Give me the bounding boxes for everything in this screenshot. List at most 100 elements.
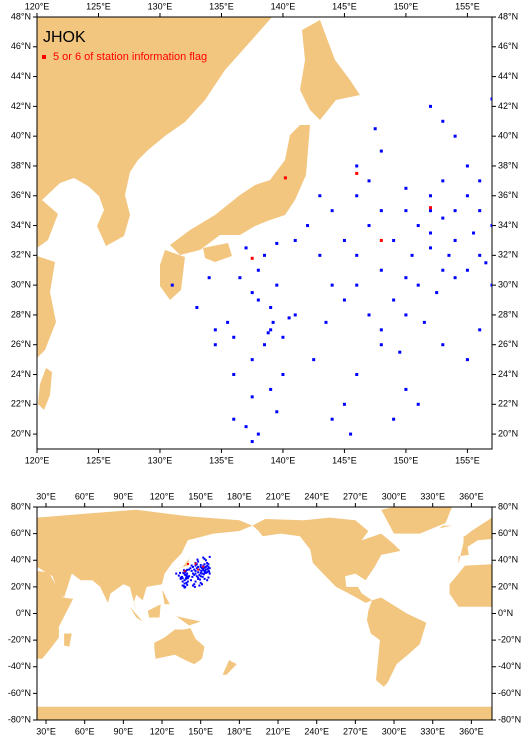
station [250,256,254,260]
land [449,564,492,607]
station [202,573,205,576]
station [191,584,194,587]
y-tick-label: 34°N [11,220,31,230]
station [367,313,371,317]
land [222,660,237,675]
y-tick-label: 0°N [498,608,513,618]
station [250,440,254,444]
station [197,568,200,571]
x-tick-label: 150°E [188,726,213,736]
x-tick-label: 140°E [271,455,296,465]
station [256,432,260,436]
station [416,402,420,406]
station [392,417,396,421]
station [206,567,209,570]
station [379,343,383,347]
station [194,564,197,567]
station [203,571,206,574]
y-tick-label: 22°N [11,399,31,409]
station [422,320,426,324]
station [203,577,206,580]
land [170,125,310,255]
station [204,571,207,574]
station [367,224,371,228]
y-tick-label: 26°N [498,339,518,349]
station [275,241,279,245]
station [179,577,182,580]
station [244,246,248,250]
station [191,565,194,568]
land [160,250,185,300]
station [191,572,194,575]
y-tick-label: 40°N [498,555,518,565]
y-tick-label: 44°N [498,71,518,81]
station [207,563,210,566]
y-tick-label: 32°N [11,250,31,260]
station [204,568,207,571]
station [441,343,445,347]
y-tick-label: 60°N [498,528,518,538]
x-tick-label: 90°E [114,726,134,736]
y-tick-label: 34°N [498,220,518,230]
x-tick-label: 150°E [394,455,419,465]
y-tick-label: 28°N [498,309,518,319]
station [208,555,211,558]
station [478,179,482,183]
x-tick-label: 30°E [36,726,56,736]
station [306,224,310,228]
station [200,583,203,586]
y-tick-label: 24°N [498,369,518,379]
x-tick-label: 145°E [332,455,357,465]
x-tick-label: 150°E [394,1,419,11]
x-tick-label: 120°E [25,1,50,11]
station [269,328,273,332]
station [441,216,445,220]
station [342,238,346,242]
station [263,343,266,347]
station [404,276,408,280]
station [203,566,206,569]
x-tick-label: 180°E [227,491,252,501]
x-tick-label: 125°E [86,1,111,11]
land [37,570,74,659]
x-tick-label: 330°E [420,726,445,736]
x-tick-label: 145°E [332,1,357,11]
land [147,604,161,618]
station [465,194,469,198]
station [269,305,273,309]
x-tick-label: 135°E [209,455,234,465]
legend-label: 5 or 6 of station information flag [53,51,207,63]
station [182,585,185,588]
station [213,328,217,332]
station [200,569,203,572]
station [206,571,209,574]
land [37,706,492,720]
station [197,577,200,580]
station [281,335,285,339]
y-tick-label: 36°N [498,190,518,200]
station [283,176,287,180]
land [37,509,253,611]
y-tick-label: 26°N [11,339,31,349]
station [398,350,402,354]
station [202,565,205,568]
station [342,402,346,406]
marks: 120°E 120°E 125°E 125°E 130°E 130°E 135°E 135°E… [8,1,521,736]
station [202,556,205,559]
station [207,576,210,579]
land [174,553,191,570]
land [203,243,232,262]
station [453,134,457,138]
y-tick-label: 46°N [11,41,31,51]
land [37,17,272,248]
stations [175,555,211,589]
station [293,313,297,317]
station [318,253,322,257]
station [186,583,189,586]
station [330,417,334,421]
station [185,581,188,584]
legend-swatch [42,55,46,59]
station [187,562,190,565]
station [453,276,457,280]
x-tick-label: 360°E [459,491,484,501]
